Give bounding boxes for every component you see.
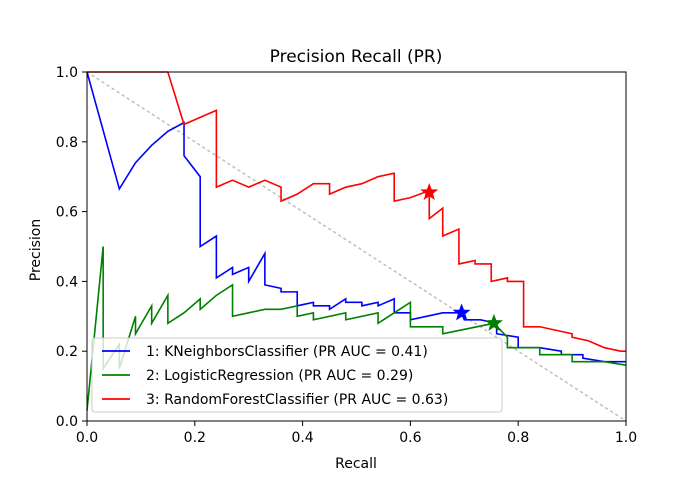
legend-box	[91, 337, 503, 413]
series-line-2	[86, 246, 627, 411]
series-star-marker-3	[420, 182, 439, 201]
x-axis-label: Recall	[335, 456, 377, 472]
x-tick-label: 0.2	[184, 430, 206, 446]
diagonal-reference-line	[86, 71, 627, 422]
legend-label-1: 1: KNeighborsClassifier (PR AUC = 0.41)	[146, 344, 428, 360]
x-tick-label: 0.6	[399, 430, 421, 446]
y-tick-label: 0.8	[56, 135, 78, 151]
y-tick-label: 0.2	[56, 344, 78, 360]
legend: 1: KNeighborsClassifier (PR AUC = 0.41) 2…	[91, 337, 503, 413]
series-line-1	[86, 71, 626, 363]
series-star-marker-1	[452, 303, 471, 321]
legend-label-3: 3: RandomForestClassifier (PR AUC = 0.63…	[146, 392, 448, 408]
x-tick-label: 0.0	[76, 430, 98, 446]
series-line-3	[87, 71, 626, 353]
chart-title: Precision Recall (PR)	[270, 47, 443, 67]
y-tick-label: 1.0	[56, 65, 78, 81]
axes: 0.0 0.2 0.4 0.6 0.8 1.0 0.0 0.2 0.4 0.6 0.8 1.0	[56, 65, 637, 446]
y-tick-label: 0.4	[56, 274, 78, 290]
series-star-marker-2	[484, 313, 503, 331]
plot-area	[86, 71, 627, 422]
x-tick-label: 0.8	[507, 430, 529, 446]
legend-label-2: 2: LogisticRegression (PR AUC = 0.29)	[146, 368, 413, 384]
y-axis-label: Precision	[28, 219, 44, 281]
y-tick-label: 0.0	[56, 414, 78, 430]
x-tick-label: 1.0	[615, 430, 637, 446]
x-tick-label: 0.4	[291, 430, 313, 446]
axes-frame	[86, 71, 627, 422]
y-tick-label: 0.6	[56, 205, 78, 221]
